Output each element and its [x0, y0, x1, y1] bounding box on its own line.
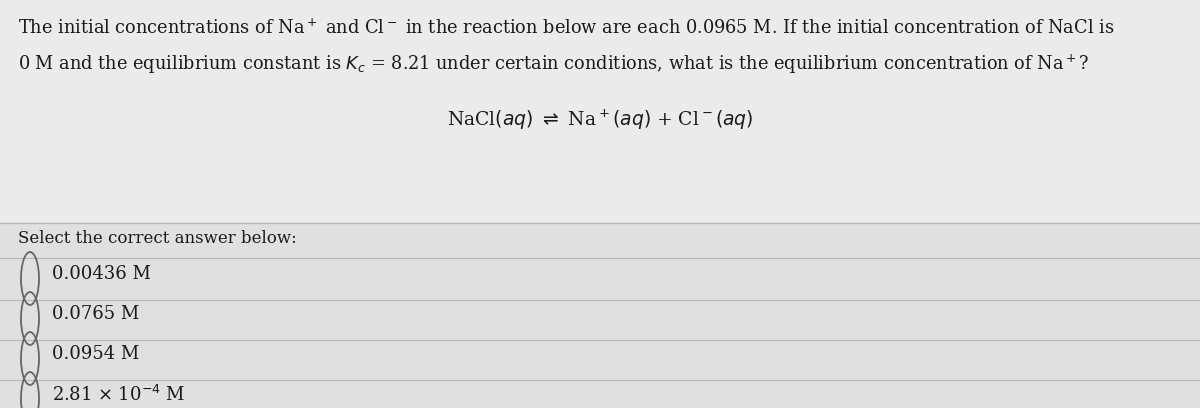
Text: 2.81 $\times$ 10$^{-4}$ M: 2.81 $\times$ 10$^{-4}$ M: [52, 385, 185, 405]
Text: 0.00436 M: 0.00436 M: [52, 265, 151, 283]
Bar: [0, 0, 1200, 223]
Text: 0 M and the equilibrium constant is $K_c$ = 8.21 under certain conditions, what : 0 M and the equilibrium constant is $K_c…: [18, 53, 1090, 76]
Text: The initial concentrations of Na$^+$ and Cl$^-$ in the reaction below are each 0: The initial concentrations of Na$^+$ and…: [18, 18, 1115, 37]
Text: Select the correct answer below:: Select the correct answer below:: [18, 230, 296, 247]
Text: 0.0954 M: 0.0954 M: [52, 345, 139, 363]
Bar: [0, 223, 1200, 408]
Text: NaCl$(aq)$ $\rightleftharpoons$ Na$^+$$(aq)$ + Cl$^-$$(aq)$: NaCl$(aq)$ $\rightleftharpoons$ Na$^+$$(…: [446, 108, 754, 132]
Text: 0.0765 M: 0.0765 M: [52, 305, 139, 323]
